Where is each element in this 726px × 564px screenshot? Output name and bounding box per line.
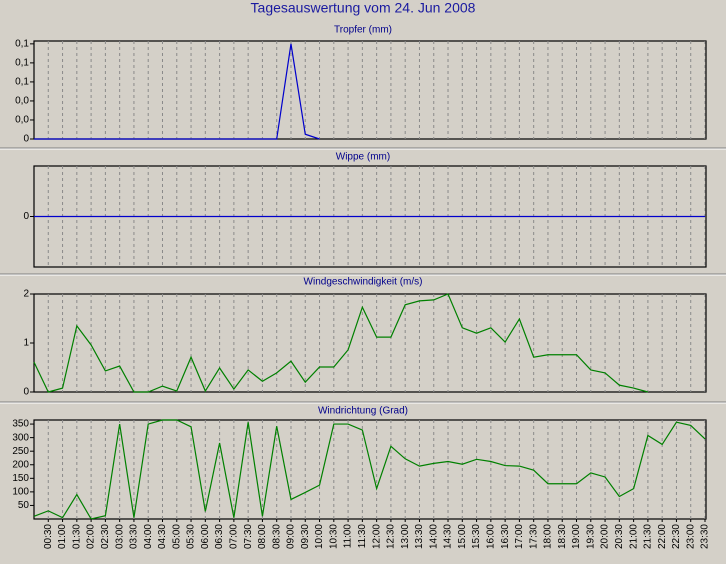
x-tick-label: 20:30	[614, 524, 625, 549]
x-tick-label: 11:00	[343, 524, 354, 549]
data-line	[33, 419, 706, 520]
page-title: Tagesauswertung vom 24. Jun 2008	[251, 0, 476, 16]
x-tick-label: 05:30	[186, 524, 197, 549]
x-tick-label: 01:30	[71, 524, 82, 549]
x-tick-label: 13:00	[400, 524, 411, 549]
x-tick-label: 04:30	[157, 524, 168, 549]
x-tick-label: 14:30	[443, 524, 454, 549]
y-tick-label: 0	[23, 387, 29, 398]
x-tick-label: 10:00	[314, 524, 325, 549]
data-line	[34, 43, 320, 140]
x-tick-label: 08:00	[257, 524, 268, 549]
x-tick-label: 20:00	[600, 524, 611, 549]
y-tick-label: 1	[23, 338, 29, 349]
x-tick-label: 04:00	[143, 524, 154, 549]
y-tick-label: 2	[23, 289, 29, 300]
y-tick-label: 0	[23, 211, 29, 222]
x-tick-label: 03:30	[129, 524, 140, 549]
panel-title: Windrichtung (Grad)	[318, 406, 408, 417]
x-tick-label: 09:00	[286, 524, 297, 549]
y-tick-label: 0,1	[15, 58, 29, 69]
x-tick-label: 23:00	[685, 524, 696, 549]
plot-area	[33, 40, 707, 140]
x-tick-label: 00:30	[43, 524, 54, 549]
x-tick-label: 21:30	[643, 524, 654, 549]
y-tick-label: 200	[12, 459, 29, 470]
x-tick-label: 18:00	[543, 524, 554, 549]
x-tick-label: 17:30	[528, 524, 539, 549]
x-tick-label: 06:30	[214, 524, 225, 549]
y-tick-label: 350	[12, 419, 29, 430]
y-tick-label: 0,1	[15, 38, 29, 49]
x-tick-label: 18:30	[557, 524, 568, 549]
x-tick-label: 16:30	[500, 524, 511, 549]
y-tick-label: 0	[23, 134, 29, 145]
x-tick-label: 15:00	[457, 524, 468, 549]
plot-area	[33, 293, 707, 393]
panel-title: Tropfer (mm)	[334, 25, 392, 36]
x-tick-label: 19:00	[571, 524, 582, 549]
panel-title: Windgeschwindigkeit (m/s)	[304, 277, 423, 288]
y-tick-label: 300	[12, 432, 29, 443]
x-tick-label: 13:30	[414, 524, 425, 549]
x-tick-label: 05:00	[171, 524, 182, 549]
y-tick-label: 50	[18, 500, 30, 511]
x-tick-label: 09:30	[300, 524, 311, 549]
x-tick-label: 03:00	[114, 524, 125, 549]
x-tick-label: 17:00	[514, 524, 525, 549]
y-tick-label: 250	[12, 446, 29, 457]
x-tick-label: 22:30	[671, 524, 682, 549]
x-tick-label: 19:30	[585, 524, 596, 549]
y-tick-label: 100	[12, 487, 29, 498]
y-tick-label: 0,0	[15, 96, 29, 107]
panel-title: Wippe (mm)	[336, 152, 390, 163]
x-tick-label: 10:30	[328, 524, 339, 549]
y-tick-label: 0,1	[15, 77, 29, 88]
x-tick-label: 07:30	[243, 524, 254, 549]
x-tick-label: 14:00	[428, 524, 439, 549]
y-tick-label: 0,0	[15, 115, 29, 126]
y-tick-label: 150	[12, 473, 29, 484]
x-tick-label: 06:00	[200, 524, 211, 549]
x-tick-label: 01:00	[57, 524, 68, 549]
x-tick-label: 15:30	[471, 524, 482, 549]
x-tick-label: 12:30	[386, 524, 397, 549]
x-tick-label: 21:00	[628, 524, 639, 549]
x-tick-label: 02:00	[86, 524, 97, 549]
x-tick-label: 08:30	[271, 524, 282, 549]
x-tick-label: 22:00	[657, 524, 668, 549]
x-tick-label: 11:30	[357, 524, 368, 549]
x-tick-label: 02:30	[100, 524, 111, 549]
x-tick-label: 16:00	[485, 524, 496, 549]
x-tick-label: 12:00	[371, 524, 382, 549]
data-line	[33, 293, 649, 393]
x-tick-label: 07:00	[229, 524, 240, 549]
x-tick-label: 23:30	[700, 524, 711, 549]
